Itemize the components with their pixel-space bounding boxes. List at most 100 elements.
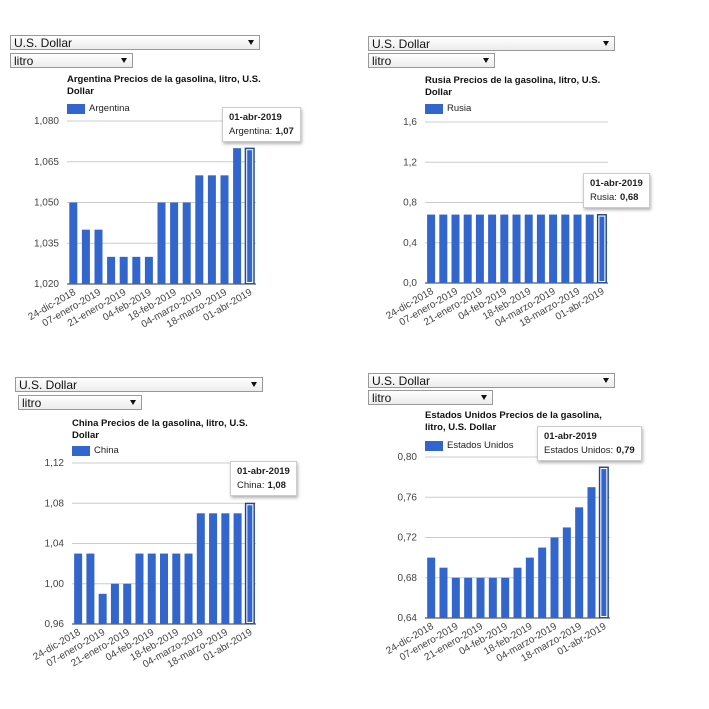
- tooltip-title: 01-abr-2019: [590, 178, 643, 189]
- tooltip-value: 0,79: [616, 445, 635, 456]
- bar: [488, 214, 497, 283]
- bar: [525, 557, 534, 618]
- bar: [451, 214, 460, 283]
- tooltip: 01-abr-2019 Argentina: 1,07: [222, 107, 301, 142]
- bar: [538, 547, 547, 618]
- y-tick-label: 0,4: [403, 238, 417, 249]
- bar: [233, 513, 242, 624]
- tooltip-label: China:: [237, 480, 265, 491]
- bar-highlight: [600, 468, 608, 617]
- y-tick-label: 1,2: [403, 157, 417, 168]
- legend-item: China: [72, 445, 119, 456]
- dropdown[interactable]: U.S. Dollar: [15, 377, 263, 392]
- y-tick-label: 0,96: [45, 619, 65, 630]
- y-tick-label: 1,12: [45, 458, 65, 469]
- bar: [439, 567, 448, 618]
- dropdown[interactable]: litro: [18, 395, 142, 410]
- bar: [147, 553, 156, 624]
- y-tick-label: 1,020: [34, 279, 59, 290]
- bar: [182, 202, 191, 284]
- bar: [221, 513, 230, 624]
- bar-highlight: [246, 504, 254, 623]
- chart-title: China Precios de la gasolina, litro, U.S…: [72, 418, 248, 441]
- bar: [464, 577, 473, 618]
- bar: [184, 553, 193, 624]
- bar: [524, 214, 533, 283]
- bar: [244, 502, 255, 625]
- bar: [94, 229, 103, 284]
- dropdown[interactable]: U.S. Dollar: [10, 35, 260, 50]
- tooltip: 01-abr-2019 Estados Unidos: 0,79: [537, 426, 642, 461]
- bar: [86, 553, 95, 624]
- bar: [170, 202, 179, 284]
- legend-label: Estados Unidos: [447, 440, 514, 451]
- bar: [562, 527, 571, 618]
- bar: [451, 577, 460, 618]
- bar: [69, 202, 78, 284]
- bar: [596, 214, 607, 284]
- y-tick-label: 0,72: [398, 533, 418, 544]
- tooltip-value: 0,68: [619, 192, 639, 203]
- tooltip: 01-abr-2019 Rusia: 0,68: [583, 173, 650, 208]
- y-tick-label: 1,065: [34, 157, 59, 168]
- tooltip-label: Rusia:: [590, 192, 617, 203]
- legend-item: Estados Unidos: [425, 440, 514, 451]
- y-tick-label: 1,080: [34, 116, 59, 127]
- tooltip-value: 1,08: [267, 480, 286, 491]
- y-tick-label: 0,68: [398, 573, 418, 584]
- y-tick-label: 0,64: [398, 613, 418, 624]
- bar: [123, 583, 132, 624]
- bar: [488, 577, 497, 618]
- bar: [220, 175, 229, 284]
- y-tick-label: 1,035: [34, 238, 59, 249]
- legend-label: Rusia: [447, 103, 472, 114]
- y-tick-label: 0,0: [403, 278, 417, 289]
- bar: [196, 513, 205, 624]
- legend-item: Argentina: [67, 103, 130, 114]
- bar: [549, 214, 558, 283]
- legend-swatch: [72, 445, 90, 456]
- bar: [561, 214, 570, 283]
- tooltip: 01-abr-2019 China: 1,08: [230, 461, 297, 496]
- bar: [598, 466, 609, 619]
- bar: [74, 553, 83, 624]
- legend-swatch: [425, 103, 443, 114]
- bar-highlight: [598, 215, 606, 282]
- dropdown[interactable]: U.S. Dollar: [368, 36, 615, 51]
- chart-title: Argentina Precios de la gasolina, litro,…: [67, 74, 261, 97]
- bar: [512, 214, 521, 283]
- bar: [207, 175, 216, 284]
- legend-swatch: [425, 440, 443, 451]
- bar: [439, 214, 448, 283]
- y-tick-label: 1,00: [45, 579, 65, 590]
- y-tick-label: 1,050: [34, 198, 59, 209]
- dropdown[interactable]: litro: [368, 53, 495, 68]
- tooltip-title: 01-abr-2019: [237, 466, 290, 477]
- y-tick-label: 0,76: [398, 492, 418, 503]
- tooltip-title: 01-abr-2019: [544, 431, 597, 442]
- bar: [209, 513, 218, 624]
- bar: [501, 577, 510, 618]
- y-tick-label: 1,6: [403, 117, 417, 128]
- chart-title: Estados Unidos Precios de la gasolina, l…: [425, 410, 602, 433]
- bar: [132, 256, 141, 284]
- legend-label: China: [94, 445, 119, 456]
- y-tick-label: 1,04: [45, 539, 65, 550]
- dropdown[interactable]: U.S. Dollar: [368, 373, 615, 388]
- tooltip-value: 1,07: [275, 126, 294, 137]
- y-tick-label: 1,08: [45, 498, 65, 509]
- dropdown[interactable]: litro: [10, 53, 133, 68]
- y-tick-label: 0,8: [403, 198, 417, 209]
- bar: [244, 147, 255, 285]
- bar: [107, 256, 116, 284]
- bar: [195, 175, 204, 284]
- bar: [172, 553, 181, 624]
- bar: [575, 507, 584, 618]
- bar: [427, 557, 436, 618]
- bar: [427, 214, 436, 283]
- tooltip-title: 01-abr-2019: [229, 112, 282, 123]
- chart-title: Rusia Precios de la gasolina, litro, U.S…: [425, 75, 601, 98]
- dropdown[interactable]: litro: [368, 390, 493, 405]
- bar: [536, 214, 545, 283]
